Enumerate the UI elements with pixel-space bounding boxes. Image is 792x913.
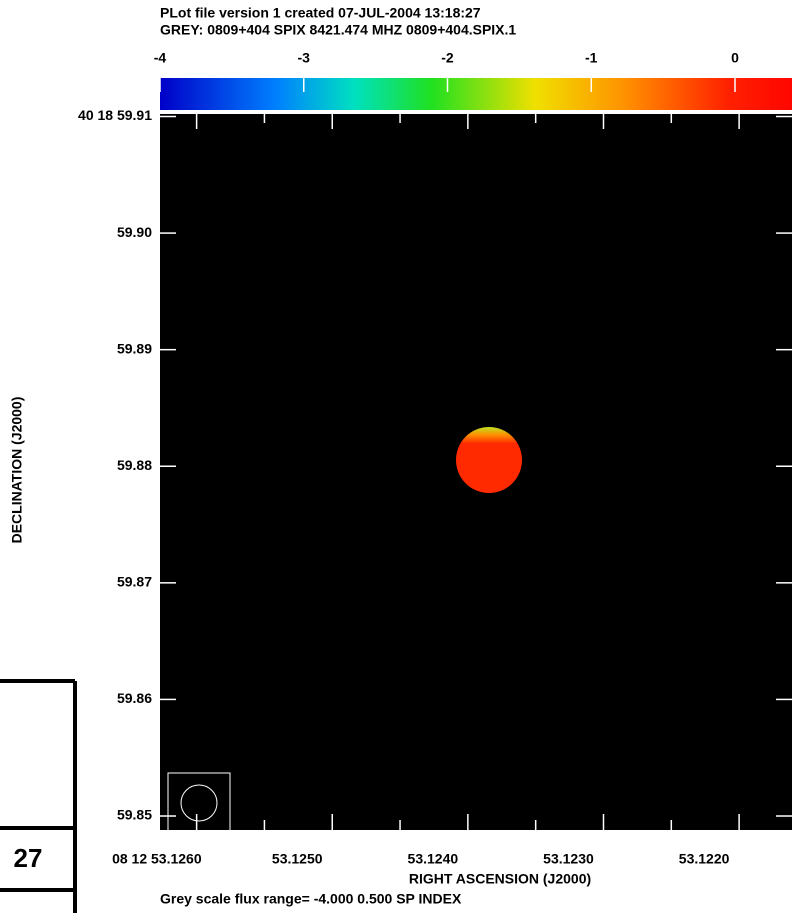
y-tick-label: 59.90 (117, 224, 152, 240)
source-blob (456, 427, 522, 493)
x-axis-label: RIGHT ASCENSION (J2000) (409, 871, 591, 887)
x-tick-label: 53.1230 (543, 851, 594, 867)
y-tick-label: 59.87 (117, 574, 152, 590)
colorbar-tick-label: -1 (585, 50, 598, 66)
y-tick-label: 59.85 (117, 807, 152, 823)
y-tick-label: 40 18 59.91 (78, 107, 152, 123)
footer: Grey scale flux range= -4.000 0.500 SP I… (160, 891, 462, 907)
colorbar-tick-label: -4 (154, 50, 167, 66)
y-axis-label: DECLINATION (J2000) (9, 397, 25, 544)
side-text: 27 (14, 843, 43, 873)
x-tick-label: 53.1220 (679, 851, 730, 867)
colorbar-tick-label: 0 (731, 50, 739, 66)
title-line: GREY: 0809+404 SPIX 8421.474 MHZ 0809+40… (160, 22, 516, 38)
x-tick-label: 53.1250 (272, 851, 323, 867)
y-tick-label: 59.88 (117, 457, 152, 473)
y-tick-label: 59.89 (117, 340, 152, 356)
title-line: PLot file version 1 created 07-JUL-2004 … (160, 5, 481, 21)
y-tick-label: 59.86 (117, 690, 152, 706)
chart: PLot file version 1 created 07-JUL-2004 … (0, 0, 792, 913)
colorbar-tick-label: -2 (441, 50, 454, 66)
x-tick-label: 53.1240 (408, 851, 459, 867)
colorbar (160, 78, 792, 110)
x-tick-label: 08 12 53.1260 (112, 851, 202, 867)
side-panel: 27 (0, 681, 75, 913)
colorbar-tick-label: -3 (298, 50, 311, 66)
